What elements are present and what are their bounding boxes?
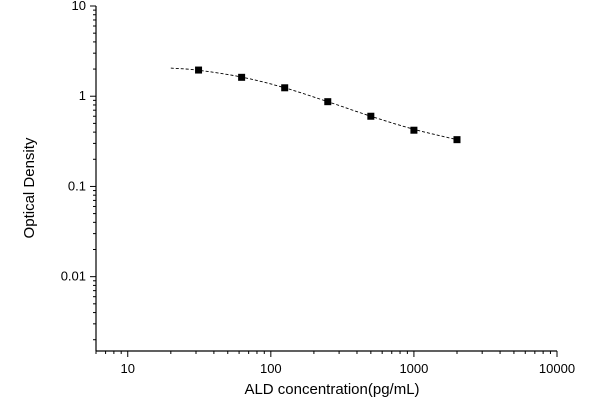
x-tick-label: 10 xyxy=(121,361,135,376)
data-point xyxy=(238,73,246,81)
x-tick-label: 1000 xyxy=(399,361,428,376)
y-tick-label: 0.1 xyxy=(68,178,86,193)
data-point xyxy=(281,84,289,92)
y-tick-label: 0.01 xyxy=(61,269,86,284)
y-tick-label: 10 xyxy=(72,0,86,13)
x-tick-label: 10000 xyxy=(539,361,575,376)
data-point xyxy=(324,98,332,106)
data-points xyxy=(195,66,461,144)
data-point xyxy=(410,126,418,134)
x-tick-label: 100 xyxy=(260,361,282,376)
data-point xyxy=(367,112,375,120)
y-axis-title: Optical Density xyxy=(21,137,38,238)
y-tick-label: 1 xyxy=(79,88,86,103)
x-axis-title: ALD concentration(pg/mL) xyxy=(244,381,419,398)
axes xyxy=(95,6,557,352)
data-point xyxy=(195,66,203,74)
ticks: 10 100 1000 10000 0.01 0.1 1 10 xyxy=(61,0,575,376)
data-point xyxy=(453,136,461,144)
